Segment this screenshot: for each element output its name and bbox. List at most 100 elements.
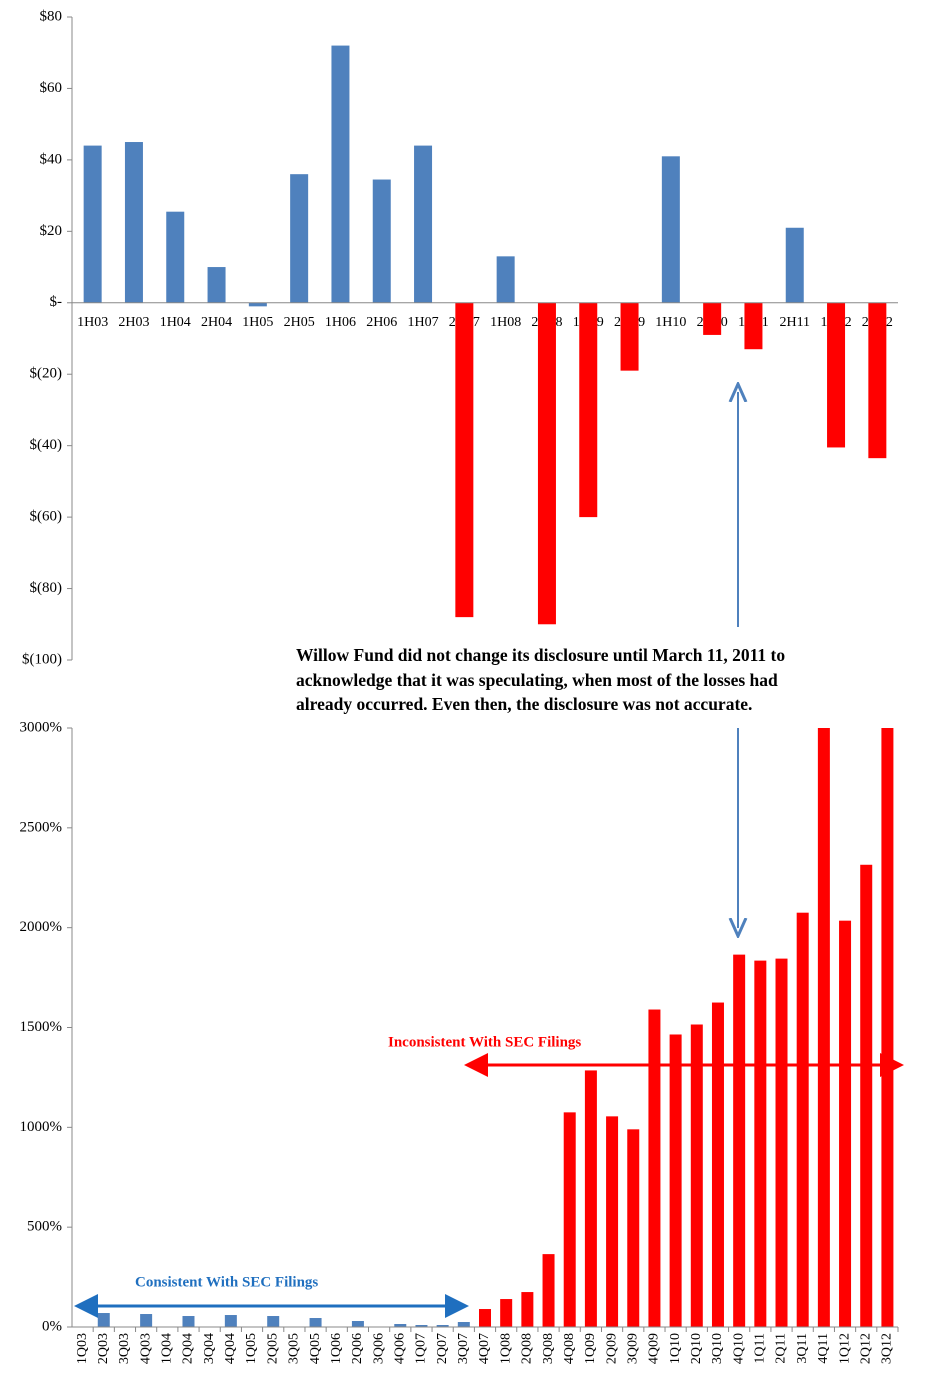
bar [496,256,515,303]
bar [860,864,873,1327]
bar [754,960,767,1327]
bar [97,1313,110,1327]
annotation: Willow Fund did not change its disclosur… [296,645,785,665]
bar [224,1315,237,1327]
bar [455,302,474,618]
x-tick-label: 2Q09 [604,1333,619,1364]
x-tick-label: 3Q03 [117,1333,132,1364]
y-tick-label: $(80) [30,580,63,596]
x-tick-label: 3Q04 [202,1333,217,1364]
x-tick-label: 4Q06 [393,1333,408,1364]
y-tick-label: 500% [27,1219,62,1235]
x-tick-label: 4Q11 [816,1333,831,1364]
x-tick-label: 3Q06 [371,1333,386,1364]
y-tick-label: $(20) [30,366,63,382]
x-tick-label: 1Q07 [414,1333,429,1364]
y-tick-label: $60 [40,80,63,96]
x-tick-label: 4Q10 [731,1333,746,1364]
bar [479,1309,491,1327]
x-tick-label: 2H03 [118,315,149,330]
bar [267,1316,280,1327]
x-tick-label: 1H04 [160,315,191,330]
x-tick-label: 4Q04 [223,1333,238,1364]
y-tick-label: $20 [40,223,63,239]
x-tick-label: 2Q10 [689,1333,704,1364]
x-tick-label: 3Q12 [880,1333,895,1364]
x-tick-label: 2Q04 [181,1333,196,1364]
bar [733,954,746,1327]
x-tick-label: 1Q11 [753,1333,768,1364]
bar [868,302,887,459]
y-tick-label: 1000% [20,1119,63,1135]
bar [394,1324,407,1327]
x-tick-label: 2Q06 [350,1333,365,1364]
x-tick-label: 1Q03 [75,1333,90,1364]
bar [661,156,680,303]
y-tick-label: $(60) [30,509,63,525]
x-tick-label: 1H05 [242,315,273,330]
x-tick-label: 2Q05 [265,1333,280,1364]
y-tick-label: $80 [40,8,63,24]
x-tick-label: 3Q10 [710,1333,725,1364]
y-tick-label: $- [50,294,63,310]
bar [182,1316,195,1327]
y-tick-label: 2000% [20,919,63,935]
bar [627,1129,640,1327]
annotation: acknowledge that it was speculating, whe… [296,670,778,690]
x-tick-label: 2H05 [284,315,315,330]
bar [606,1116,619,1327]
bar [415,1325,428,1327]
annotation: Inconsistent With SEC Filings [388,1034,581,1050]
x-tick-label: 3Q05 [287,1333,302,1364]
y-tick-label: $40 [40,151,63,167]
bar [817,728,830,1327]
bar [351,1321,364,1327]
x-tick-label: 3Q09 [625,1333,640,1364]
bar [703,302,722,335]
bar [775,958,788,1327]
x-tick-label: 4Q05 [308,1333,323,1364]
x-tick-label: 4Q07 [477,1333,492,1364]
bar [584,1070,597,1327]
bar [436,1325,449,1327]
x-tick-label: 1Q05 [244,1333,259,1364]
bar [372,179,391,303]
x-tick-label: 1Q09 [583,1333,598,1364]
bar [711,1002,724,1327]
x-tick-label: 2H04 [201,315,232,330]
x-tick-label: 1Q06 [329,1333,344,1364]
x-tick-label: 2Q07 [435,1333,450,1364]
x-tick-label: 1Q12 [837,1333,852,1364]
bar [309,1318,322,1327]
annotation: already occurred. Even then, the disclos… [296,694,752,714]
bar [457,1322,470,1327]
y-tick-label: 1500% [20,1019,63,1035]
x-tick-label: 2Q03 [96,1333,111,1364]
bar [690,1024,703,1327]
bar [744,302,763,350]
y-tick-label: $(40) [30,437,63,453]
y-tick-label: 3000% [20,719,63,735]
bar [521,1292,534,1327]
x-tick-label: 1H10 [655,315,686,330]
x-tick-label: 1H08 [490,315,521,330]
bar [839,920,852,1327]
x-tick-label: 1H03 [77,315,108,330]
x-tick-label: 3Q08 [541,1333,556,1364]
bar [124,142,143,303]
x-tick-label: 1H06 [325,315,356,330]
x-tick-label: 3Q07 [456,1333,471,1364]
x-tick-label: 4Q09 [647,1333,662,1364]
x-tick-label: 4Q08 [562,1333,577,1364]
x-tick-label: 2H11 [779,315,810,330]
bar [648,1009,661,1327]
x-tick-label: 3Q11 [795,1333,810,1364]
y-tick-label: 2500% [20,819,63,835]
bar [331,45,350,303]
bar [669,1034,682,1327]
bar [542,1254,555,1327]
bar [881,728,894,1327]
bar [796,912,809,1327]
x-tick-label: 1Q08 [498,1333,513,1364]
